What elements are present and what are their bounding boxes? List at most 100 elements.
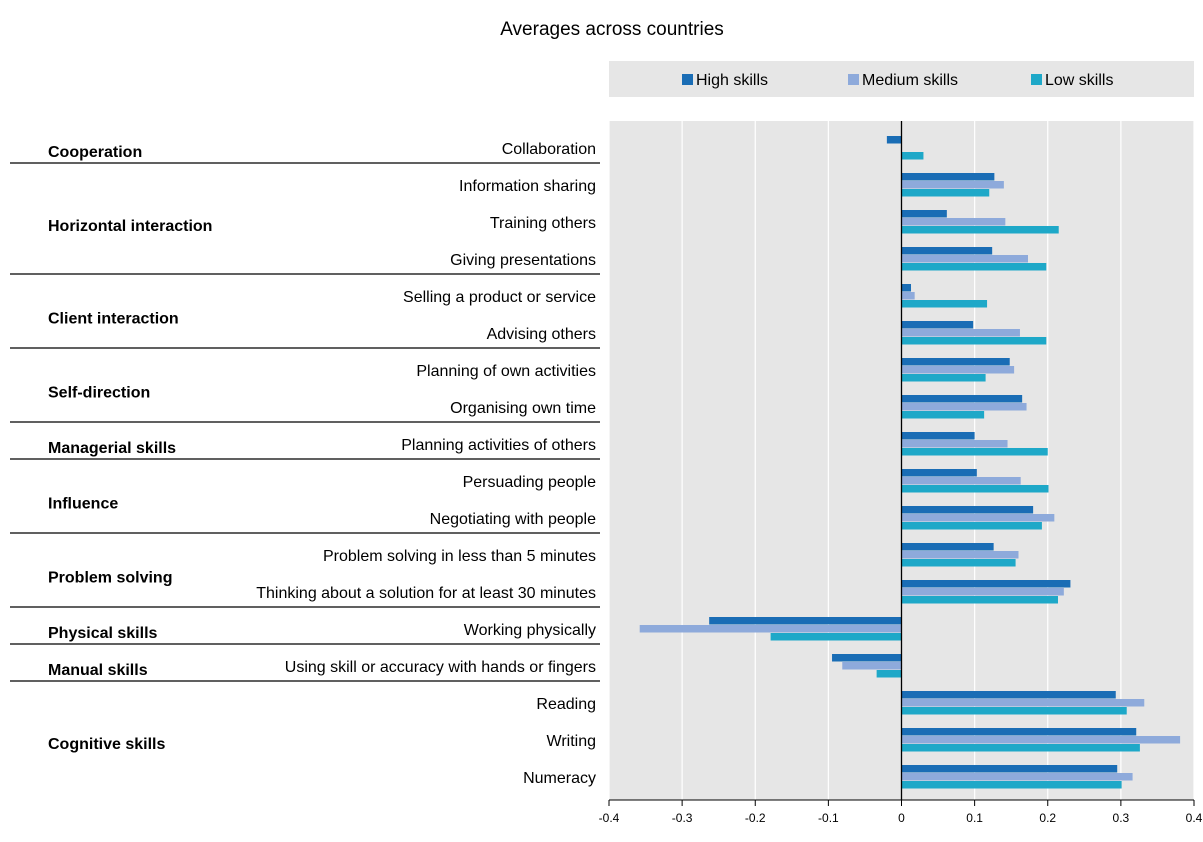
bar-high [901,691,1116,699]
bar-low [901,300,988,308]
bar-medium [901,255,1029,263]
bar-medium [901,514,1055,522]
bar-high [832,654,902,662]
bar-low [901,448,1048,456]
group-label: Problem solving [48,570,172,587]
category-label: Organising own time [450,400,596,417]
bar-high [901,321,974,329]
x-tick-label: -0.1 [818,811,839,825]
bar-low [876,670,902,678]
group-label: Influence [48,496,118,513]
bar-high [901,173,995,181]
category-label: Planning activities of others [401,437,596,454]
bar-high [901,469,977,477]
x-tick-label: 0.1 [966,811,983,825]
group-label: Managerial skills [48,440,176,457]
group-label: Horizontal interaction [48,218,212,235]
x-tick-label: -0.2 [745,811,766,825]
bar-medium [639,625,902,633]
bar-low [901,152,924,160]
bar-medium [901,699,1145,707]
bar-low [901,781,1122,789]
bar-low [901,411,985,419]
bar-low [901,707,1127,715]
bar-medium [901,588,1064,596]
bar-high [886,136,902,144]
category-label: Collaboration [502,141,596,158]
bar-medium [842,662,902,670]
bar-high [901,358,1010,366]
bar-medium [901,773,1133,781]
x-tick-label: 0.3 [1113,811,1130,825]
bar-high [901,765,1118,773]
bar-low [901,485,1049,493]
category-labels: Collaboration Cooperation Information shar… [10,141,600,787]
bar-medium [901,218,1006,226]
bar-high [901,506,1034,514]
x-tick-label: 0.4 [1186,811,1203,825]
category-label: Advising others [487,326,596,343]
legend-background [609,61,1194,97]
bar-medium [901,440,1008,448]
chart-title: Averages across countries [500,19,724,40]
group-label: Self-direction [48,385,150,402]
gridlines [608,121,1195,800]
category-label: Working physically [464,622,596,639]
bar-high [901,284,912,292]
category-label: Giving presentations [450,252,596,269]
bar-low [901,596,1058,604]
category-label: Reading [536,696,596,713]
x-tick-label: 0.2 [1039,811,1056,825]
bar-low [901,374,986,382]
category-label: Negotiating with people [430,511,596,528]
legend-label-low: Low skills [1045,72,1113,89]
bar-medium [901,403,1027,411]
bar-high [901,432,975,440]
bar-medium [901,181,1004,189]
bar-medium [901,551,1019,559]
bar-medium [901,736,1181,744]
bar-high [901,247,993,255]
category-label: Planning of own activities [416,363,596,380]
category-label: Training others [490,215,596,232]
group-label: Cooperation [48,144,142,161]
bar-low [901,522,1042,530]
bar-high [901,728,1137,736]
bar-low [901,744,1140,752]
axes: -0.4 -0.3 -0.2 -0.1 0 0.1 0.2 0.3 0.4 [599,121,1203,825]
category-label: Thinking about a solution for at least 3… [256,585,596,602]
bar-high [901,580,1071,588]
bar-medium [901,329,1020,337]
group-label: Cognitive skills [48,736,165,753]
legend-swatch-low [1031,74,1042,85]
group-label: Client interaction [48,311,179,328]
bar-high [901,395,1023,403]
bar-high [901,210,947,218]
bar-medium [901,292,915,300]
group-label: Physical skills [48,625,158,642]
category-label: Information sharing [459,178,596,195]
bar-medium [901,477,1021,485]
legend-label-high: High skills [696,72,768,89]
category-label: Numeracy [523,770,596,787]
x-tick-label: -0.3 [672,811,693,825]
bar-high [709,617,902,625]
legend-swatch-medium [848,74,859,85]
bar-low [901,263,1047,271]
bar-medium [901,366,1015,374]
bar-low [901,189,990,197]
x-tick-label: -0.4 [599,811,620,825]
x-tick-label: 0 [898,811,905,825]
bar-low [901,337,1047,345]
category-label: Persuading people [463,474,597,491]
category-label: Writing [547,733,597,750]
legend-swatch-high [682,74,693,85]
category-label: Selling a product or service [403,289,596,306]
group-label: Manual skills [48,662,148,679]
bars [639,136,1181,789]
category-label: Using skill or accuracy with hands or fi… [285,659,596,676]
legend-label-medium: Medium skills [862,72,958,89]
bar-low [901,559,1016,567]
bar-high [901,543,994,551]
